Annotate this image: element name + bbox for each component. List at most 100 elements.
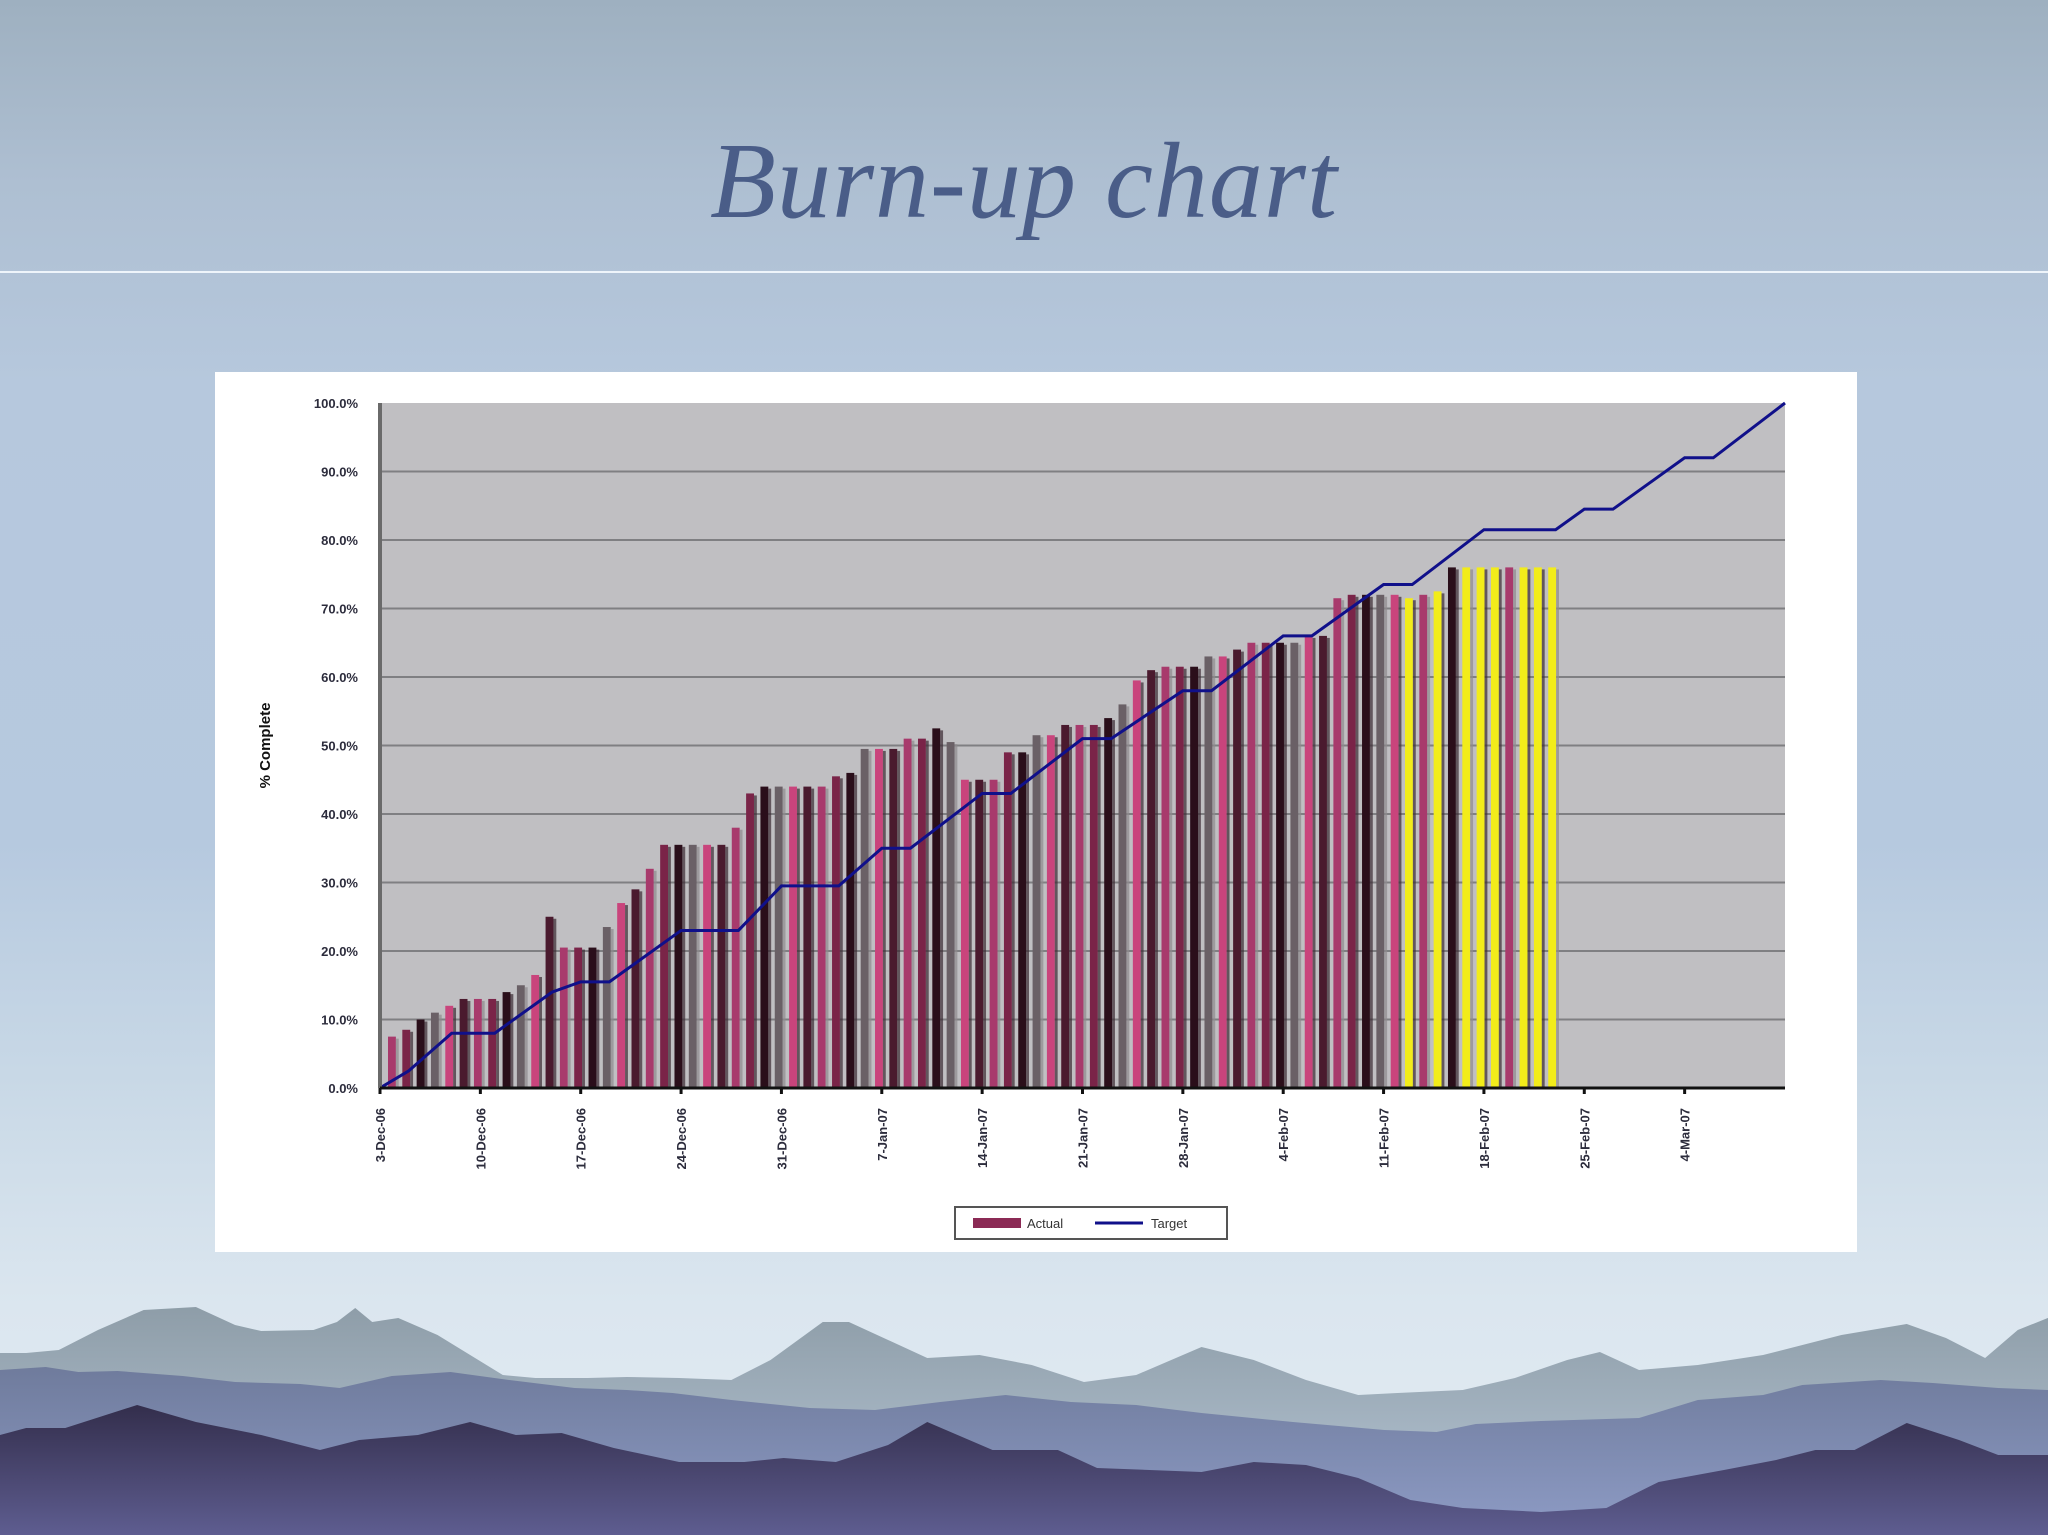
bar-shadow [438, 1014, 442, 1088]
bar-shadow [1470, 569, 1474, 1088]
y-tick-label: 90.0% [321, 465, 358, 480]
actual-bar [1405, 598, 1413, 1088]
y-tick-label: 40.0% [321, 807, 358, 822]
bar-shadow [1169, 668, 1173, 1088]
actual-bar [1261, 642, 1270, 1088]
actual-bar [1433, 591, 1442, 1088]
y-tick-label: 30.0% [321, 876, 358, 891]
bar-shadow [968, 781, 972, 1088]
bar-shadow [739, 829, 743, 1088]
actual-bar [903, 738, 912, 1088]
actual-bar [731, 827, 740, 1088]
actual-bar [960, 779, 969, 1088]
actual-bar [1533, 567, 1542, 1088]
bar-shadow [1427, 596, 1431, 1088]
x-tick-label: 4-Feb-07 [1276, 1108, 1291, 1161]
bar-shadow [1011, 754, 1015, 1088]
actual-bar [1003, 752, 1012, 1088]
bar-shadow [1126, 706, 1130, 1088]
bar-shadow [1412, 600, 1416, 1088]
actual-bar [660, 844, 669, 1088]
actual-bar [1118, 704, 1127, 1088]
actual-bar [774, 786, 783, 1088]
actual-bar [1089, 724, 1098, 1088]
actual-bar [889, 748, 898, 1088]
actual-bar [1032, 735, 1041, 1088]
actual-bar [488, 998, 497, 1088]
actual-bar [875, 748, 883, 1088]
actual-bar [1548, 567, 1557, 1088]
bar-shadow [1441, 593, 1445, 1088]
bar-shadow [496, 1000, 500, 1088]
y-axis-label: % Complete [257, 703, 274, 789]
actual-bar [388, 1036, 396, 1088]
bar-shadow [1326, 637, 1330, 1088]
y-tick-label: 80.0% [321, 533, 358, 548]
y-tick-label: 70.0% [321, 602, 358, 617]
bar-shadow [1513, 569, 1517, 1088]
bar-shadow [1212, 658, 1216, 1088]
y-tick-label: 10.0% [321, 1013, 358, 1028]
title-divider [0, 271, 2048, 273]
actual-bar [832, 776, 840, 1088]
actual-bar [1161, 666, 1170, 1088]
actual-bar [1147, 670, 1156, 1088]
bar-shadow [553, 918, 557, 1088]
bar-shadow [639, 891, 643, 1088]
actual-bar [1362, 594, 1370, 1088]
actual-bar [1204, 656, 1213, 1088]
x-tick-label: 7-Jan-07 [875, 1108, 890, 1161]
bar-shadow [954, 744, 958, 1088]
actual-bar [1490, 567, 1499, 1088]
bar-shadow [1541, 569, 1545, 1088]
bar-shadow [811, 788, 815, 1088]
actual-bar [1018, 752, 1027, 1088]
actual-bar [860, 748, 869, 1088]
actual-bar [574, 947, 583, 1088]
actual-bar [917, 738, 926, 1088]
bar-shadow [1527, 569, 1531, 1088]
bar-shadow [882, 750, 886, 1088]
bar-shadow [653, 870, 657, 1088]
actual-bar [1190, 666, 1199, 1088]
bar-shadow [1040, 737, 1044, 1088]
legend-target: Target [1151, 1216, 1188, 1231]
bar-shadow [1097, 726, 1101, 1088]
actual-bar [746, 793, 754, 1088]
bar-shadow [524, 987, 528, 1088]
actual-bar [1247, 642, 1256, 1088]
bar-shadow [1026, 754, 1030, 1088]
y-tick-label: 60.0% [321, 670, 358, 685]
actual-bar [617, 903, 626, 1088]
actual-bar [803, 786, 812, 1088]
actual-bar [717, 844, 726, 1088]
bar-shadow [782, 788, 786, 1088]
bar-shadow [1312, 637, 1316, 1088]
actual-bar [1276, 642, 1284, 1088]
bar-shadow [1269, 644, 1273, 1088]
bar-shadow [1498, 569, 1502, 1088]
actual-bar [502, 992, 511, 1088]
x-tick-label: 3-Dec-06 [373, 1108, 388, 1162]
bar-shadow [539, 976, 542, 1088]
bar-shadow [1083, 726, 1087, 1088]
mountains-decoration [0, 1307, 2048, 1535]
bar-shadow [868, 750, 872, 1088]
x-tick-label: 25-Feb-07 [1577, 1108, 1592, 1169]
actual-bar [545, 916, 554, 1088]
y-tick-label: 100.0% [314, 396, 359, 411]
x-tick-label: 10-Dec-06 [473, 1108, 488, 1169]
bar-shadow [410, 1031, 414, 1088]
actual-bar [473, 998, 482, 1088]
actual-bar [416, 1019, 425, 1088]
bar-shadow [696, 846, 700, 1088]
actual-bar [1347, 594, 1356, 1088]
bar-shadow [825, 788, 829, 1088]
legend-actual: Actual [1027, 1216, 1063, 1231]
bar-shadow [596, 949, 600, 1088]
y-tick-label: 50.0% [321, 739, 358, 754]
y-tick-label: 0.0% [328, 1081, 358, 1096]
actual-bar [459, 998, 468, 1088]
chart-canvas: 0.0% 10.0% 20.0% 30.0% 40.0% 50.0% 60.0% 70.0% 8… [257, 396, 1786, 1240]
actual-bar [1132, 680, 1141, 1088]
